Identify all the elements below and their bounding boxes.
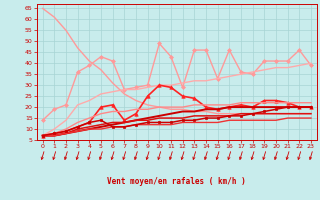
- Text: Vent moyen/en rafales ( km/h ): Vent moyen/en rafales ( km/h ): [108, 178, 246, 186]
